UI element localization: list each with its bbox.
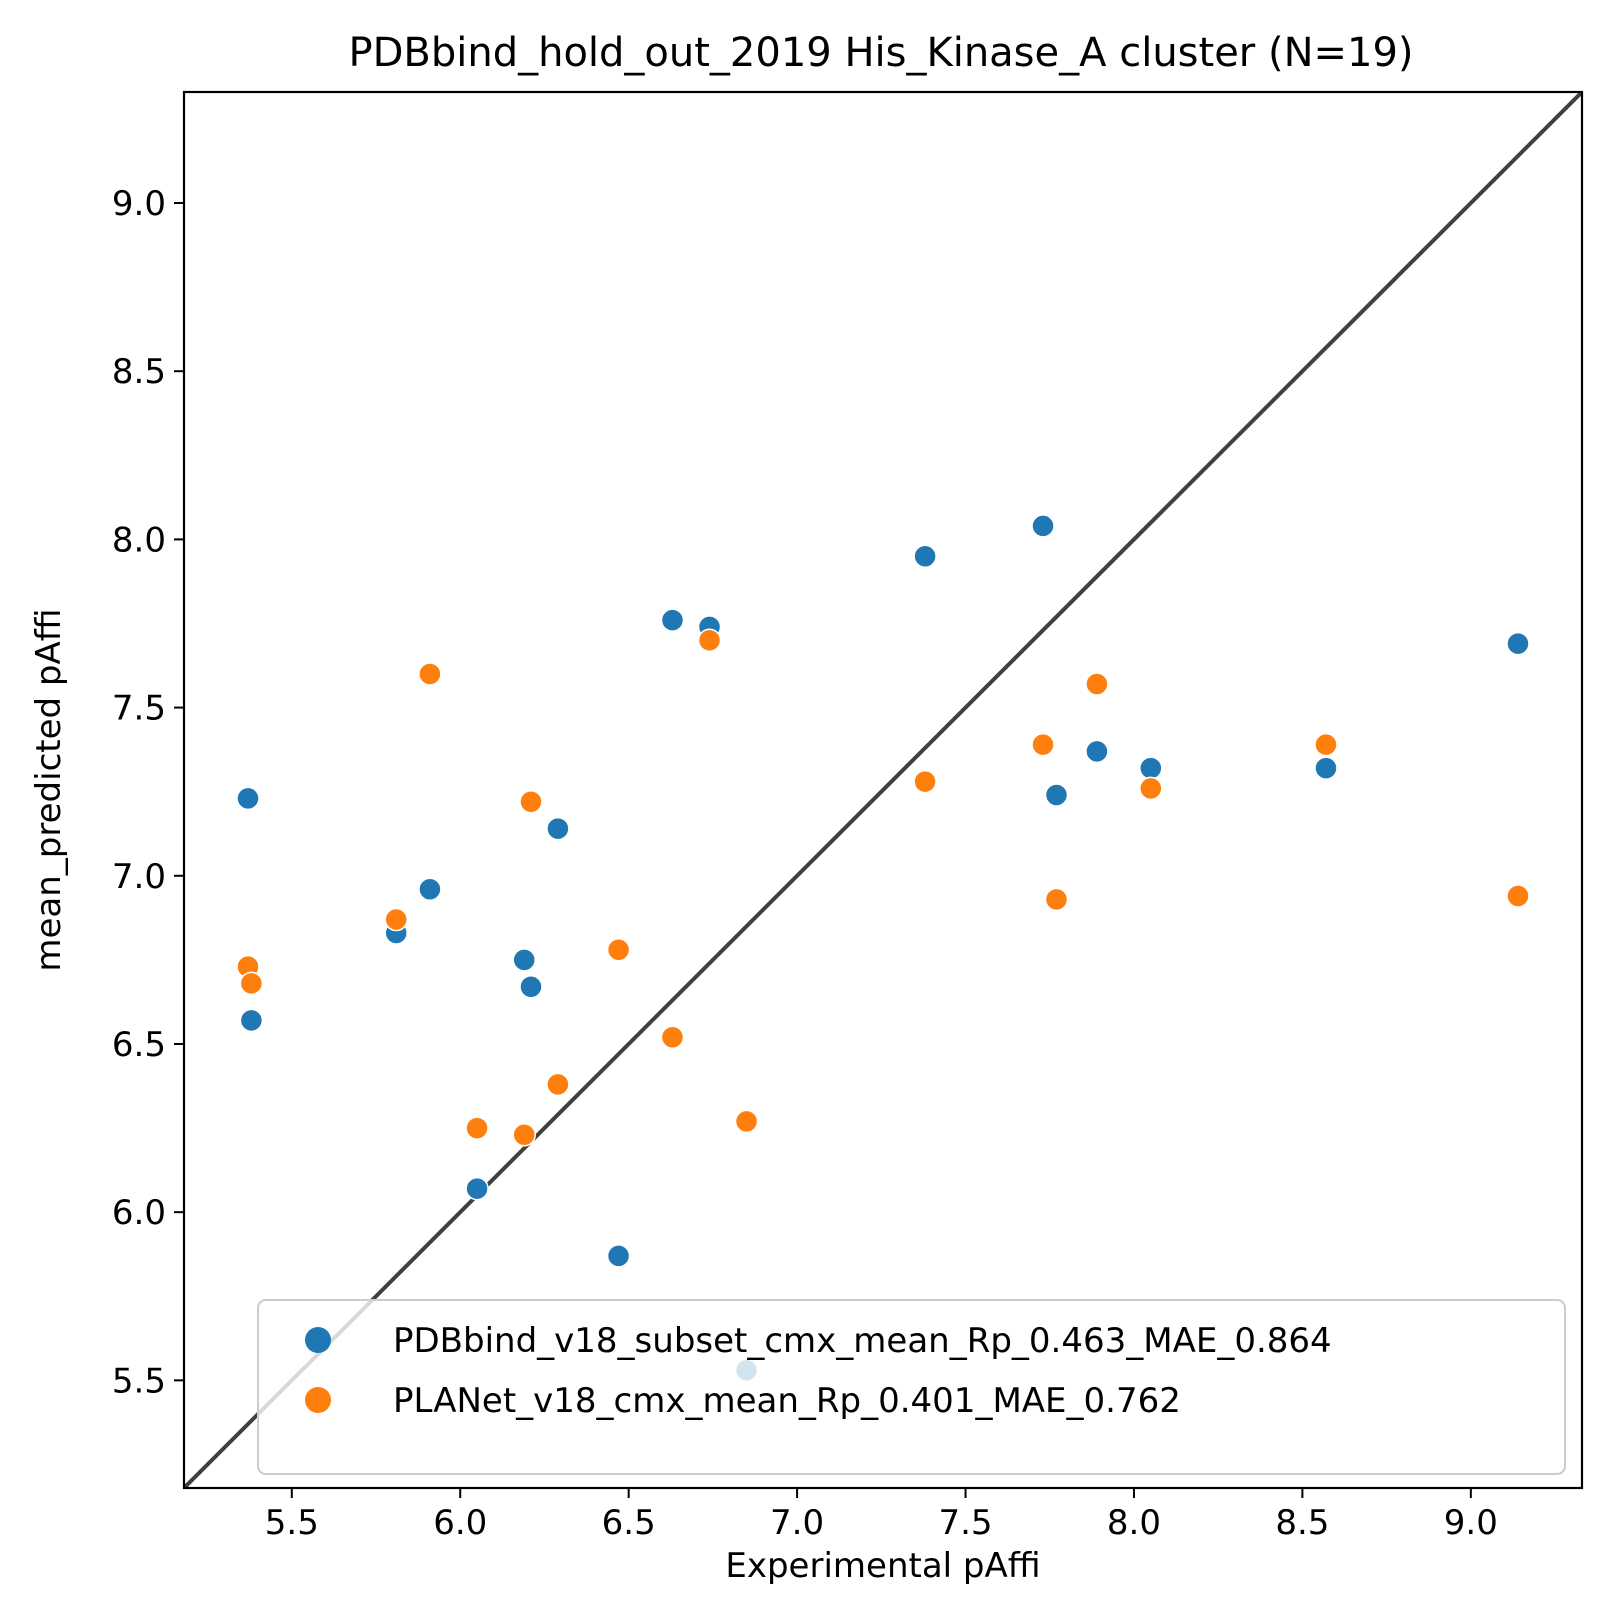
x-tick-label: 6.0 xyxy=(433,1503,487,1543)
point-pdbbind xyxy=(913,544,937,568)
legend-marker-pdbbind xyxy=(305,1327,331,1353)
point-pdbbind xyxy=(1139,756,1163,780)
point-planet xyxy=(512,1123,536,1147)
point-pdbbind xyxy=(660,608,685,632)
plot-frame xyxy=(182,90,1584,1490)
x-tick-label: 5.5 xyxy=(265,1503,319,1543)
point-pdbbind xyxy=(546,816,570,841)
x-tick-label: 8.0 xyxy=(1107,1503,1161,1543)
y-tick-label: 5.5 xyxy=(112,1361,166,1401)
x-axis-label: Experimental pAffi xyxy=(725,1546,1040,1586)
point-planet xyxy=(1044,887,1069,912)
point-planet xyxy=(660,1025,685,1049)
legend-marker-planet xyxy=(305,1387,331,1413)
point-planet xyxy=(913,769,937,794)
chart-title: PDBbind_hold_out_2019 His_Kinase_A clust… xyxy=(348,30,1413,76)
y-tick-label: 7.5 xyxy=(112,689,166,729)
point-pdbbind xyxy=(236,786,260,811)
x-tick-label: 7.5 xyxy=(938,1503,992,1543)
point-planet xyxy=(1506,884,1530,908)
y-tick-label: 9.0 xyxy=(112,184,166,224)
point-planet xyxy=(546,1072,570,1097)
x-tick-label: 8.5 xyxy=(1275,1503,1329,1543)
point-planet xyxy=(239,971,264,996)
point-pdbbind xyxy=(418,877,442,901)
point-planet xyxy=(734,1109,759,1134)
point-planet xyxy=(465,1116,489,1140)
x-tick-label: 7.0 xyxy=(770,1503,824,1543)
legend-box xyxy=(257,1299,1566,1475)
y-tick-label: 8.5 xyxy=(112,352,166,392)
point-pdbbind xyxy=(1044,783,1069,807)
y-tick-label: 8.0 xyxy=(112,520,166,560)
y-axis: 5.5 6.0 6.5 7.0 7.5 8.0 8.5 9.0 xyxy=(112,184,184,1401)
y-axis-label: mean_predicted pAffi xyxy=(29,608,69,971)
legend-label-pdbbind: PDBbind_v18_subset_cmx_mean_Rp_0.463_MAE… xyxy=(393,1321,1332,1361)
point-pdbbind xyxy=(519,975,543,999)
point-planet xyxy=(519,790,543,814)
point-planet xyxy=(1085,672,1109,696)
point-planet xyxy=(606,938,631,962)
point-pdbbind xyxy=(606,1244,631,1268)
y-tick-label: 7.0 xyxy=(112,857,166,897)
point-planet xyxy=(1139,776,1163,801)
x-axis: 5.5 6.0 6.5 7.0 7.5 8.0 8.5 9.0 xyxy=(265,1488,1498,1543)
legend: PDBbind_v18_subset_cmx_mean_Rp_0.463_MAE… xyxy=(257,1299,1566,1475)
identity-line xyxy=(184,92,1582,1488)
point-planet xyxy=(1031,732,1055,757)
point-pdbbind xyxy=(512,948,536,972)
x-tick-label: 6.5 xyxy=(602,1503,656,1543)
point-planet xyxy=(697,628,722,653)
point-planet xyxy=(1314,732,1338,757)
point-pdbbind xyxy=(1085,739,1109,764)
x-tick-label: 9.0 xyxy=(1444,1503,1498,1543)
point-pdbbind xyxy=(1031,514,1055,538)
point-pdbbind xyxy=(1314,756,1338,780)
y-tick-label: 6.5 xyxy=(112,1025,166,1065)
point-planet xyxy=(418,662,442,686)
diagonal-layer xyxy=(184,92,1582,1488)
point-pdbbind xyxy=(239,1008,264,1033)
point-pdbbind xyxy=(465,1176,489,1201)
point-planet xyxy=(384,907,408,932)
point-pdbbind xyxy=(1506,631,1530,656)
y-tick-label: 6.0 xyxy=(112,1193,166,1233)
legend-label-planet: PLANet_v18_cmx_mean_Rp_0.401_MAE_0.762 xyxy=(393,1381,1181,1421)
